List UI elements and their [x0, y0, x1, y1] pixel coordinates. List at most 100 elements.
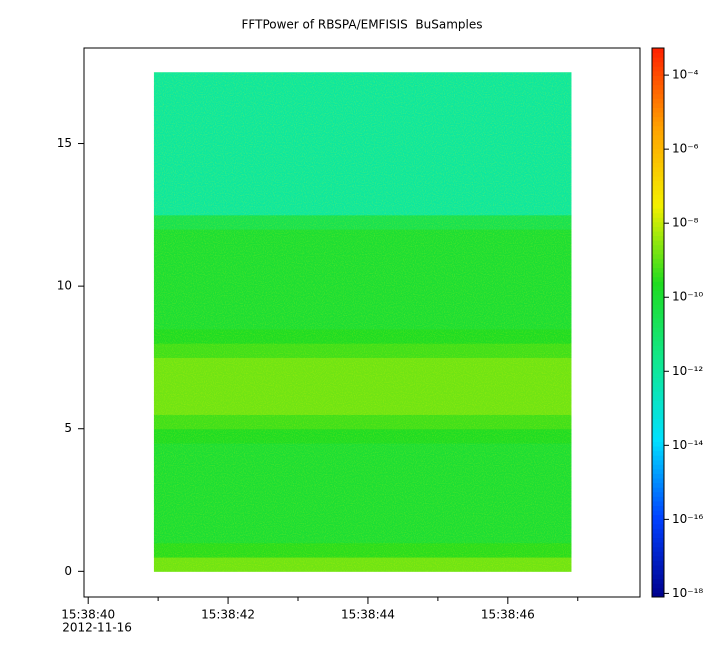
colorbar-segment	[652, 217, 664, 223]
colorbar-tick-label: 10⁻¹²	[672, 364, 703, 378]
colorbar-segment	[652, 555, 664, 561]
colorbar-segment	[652, 592, 664, 598]
colorbar-segment	[652, 505, 664, 511]
colorbar-segment	[652, 249, 664, 255]
colorbar-segment	[652, 171, 664, 177]
colorbar-segment	[652, 258, 664, 264]
colorbar-segment	[652, 359, 664, 365]
colorbar-tick-label: 10⁻¹⁶	[672, 512, 703, 526]
colorbar-segment	[652, 537, 664, 543]
colorbar-segment	[652, 546, 664, 552]
colorbar-segment	[652, 231, 664, 237]
colorbar-segment	[652, 391, 664, 397]
colorbar-segment	[652, 569, 664, 575]
colorbar-segment	[652, 510, 664, 516]
colorbar-segment	[652, 363, 664, 369]
colorbar-tick-label: 10⁻¹⁰	[672, 290, 703, 304]
colorbar-segment	[652, 455, 664, 461]
colorbar-segment	[652, 432, 664, 438]
colorbar-segment	[652, 226, 664, 232]
colorbar-segment	[652, 551, 664, 557]
colorbar-segment	[652, 61, 664, 67]
colorbar-tick-label: 10⁻⁸	[672, 216, 699, 230]
colorbar-segment	[652, 519, 664, 525]
colorbar-segment	[652, 203, 664, 209]
colorbar-segment	[652, 308, 664, 314]
colorbar-segment	[652, 75, 664, 81]
colorbar-segment	[652, 414, 664, 420]
colorbar-segment	[652, 482, 664, 488]
colorbar-segment	[652, 144, 664, 150]
colorbar-segment	[652, 478, 664, 484]
colorbar-segment	[652, 208, 664, 214]
colorbar-segment	[652, 267, 664, 273]
colorbar-segment	[652, 336, 664, 342]
colorbar-segment	[652, 436, 664, 442]
colorbar-segment	[652, 487, 664, 493]
x-tick-label: 15:38:44	[341, 608, 395, 622]
colorbar-segment	[652, 423, 664, 429]
colorbar-tick-label: 10⁻⁴	[672, 68, 699, 82]
colorbar-segment	[652, 532, 664, 539]
colorbar-segment	[652, 235, 664, 241]
chart-title: FFTPower of RBSPA/EMFISIS BuSamples	[242, 18, 483, 32]
colorbar-segment	[652, 528, 664, 534]
colorbar-segment	[652, 578, 664, 584]
colorbar-segment	[652, 560, 664, 566]
colorbar-segment	[652, 176, 664, 182]
colorbar-segment	[652, 313, 664, 319]
colorbar-segment	[652, 468, 664, 474]
colorbar-segment	[652, 349, 664, 356]
colorbar-segment	[652, 500, 664, 506]
colorbar-tick-label: 10⁻⁶	[672, 142, 699, 156]
colorbar-segment	[652, 244, 664, 250]
colorbar-segment	[652, 583, 664, 589]
colorbar-segment	[652, 542, 664, 548]
colorbar-segment	[652, 281, 664, 287]
colorbar-segment	[652, 354, 664, 360]
colorbar-segment	[652, 427, 664, 433]
colorbar-segment	[652, 84, 664, 90]
colorbar-segment	[652, 400, 664, 406]
colorbar-segment	[652, 317, 664, 323]
colorbar-segment	[652, 372, 664, 378]
colorbar-segment	[652, 496, 664, 502]
colorbar-segment	[652, 272, 664, 278]
colorbar-segment	[652, 102, 664, 108]
colorbar-segment	[652, 221, 664, 227]
colorbar-segment	[652, 121, 664, 127]
colorbar-segment	[652, 295, 664, 301]
colorbar-segment	[652, 446, 664, 452]
colorbar-segment	[652, 130, 664, 136]
colorbar-segment	[652, 523, 664, 529]
colorbar-segment	[652, 464, 664, 470]
x-tick-label: 15:38:40	[61, 608, 115, 622]
colorbar-segment	[652, 331, 664, 337]
colorbar-segment	[652, 377, 664, 383]
x-date-label: 2012-11-16	[62, 621, 132, 635]
colorbar-segment	[652, 473, 664, 479]
texture	[153, 72, 572, 572]
colorbar-segment	[652, 153, 664, 159]
colorbar-segment	[652, 52, 664, 58]
colorbar-segment	[652, 157, 664, 163]
colorbar-segment	[652, 299, 664, 305]
colorbar-segment	[652, 125, 664, 131]
colorbar-segment	[652, 345, 664, 351]
colorbar-segment	[652, 587, 664, 593]
colorbar-segment	[652, 162, 664, 168]
colorbar-segment	[652, 263, 664, 269]
colorbar-tick-label: 10⁻¹⁴	[672, 438, 703, 452]
colorbar-segment	[652, 253, 664, 259]
colorbar-segment	[652, 180, 664, 186]
colorbar-segment	[652, 290, 664, 296]
colorbar-segment	[652, 89, 664, 95]
colorbar-segment	[652, 57, 664, 63]
x-tick-label: 15:38:46	[481, 608, 535, 622]
y-tick-label: 15	[57, 136, 72, 150]
colorbar-segment	[652, 340, 664, 346]
colorbar-segment	[652, 409, 664, 415]
colorbar-segment	[652, 304, 664, 310]
colorbar-segment	[652, 98, 664, 104]
